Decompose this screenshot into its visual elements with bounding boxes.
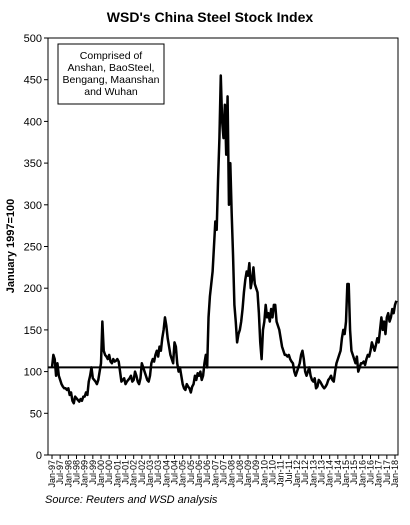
x-tick-label: Jan-11 (276, 460, 286, 487)
source: Source: Reuters and WSD analysis (45, 494, 218, 506)
x-tick-label: Jul-07 (219, 460, 229, 485)
x-tick-label: Jul-12 (300, 460, 310, 485)
y-tick-label: 50 (30, 408, 42, 420)
x-tick-label: Jan-18 (390, 460, 400, 488)
x-tick-label: Jan-97 (47, 460, 57, 488)
x-tick-label: Jul-14 (333, 460, 343, 485)
x-tick-label: Jul-01 (121, 460, 131, 485)
x-tick-label: Jul-06 (202, 460, 212, 485)
y-tick-label: 400 (24, 116, 42, 128)
x-tick-label: Jul-08 (235, 460, 245, 485)
x-tick-label: Jan-05 (178, 460, 188, 488)
x-tick-label: Jan-07 (210, 460, 220, 488)
x-tick-label: Jan-01 (112, 460, 122, 488)
x-tick-label: Jan-16 (357, 460, 367, 488)
x-tick-label: Jul-00 (104, 460, 114, 485)
x-tick-label: Jul-15 (349, 460, 359, 485)
x-tick-label: Jul-16 (366, 460, 376, 485)
x-tick-label: Jan-08 (227, 460, 237, 488)
x-tick-label: Jul-02 (137, 460, 147, 485)
y-tick-label: 100 (24, 367, 42, 379)
x-tick-label: Jan-00 (96, 460, 106, 488)
x-tick-label: Jul-97 (55, 460, 65, 485)
x-tick-label: Jan-98 (63, 460, 73, 488)
y-tick-label: 350 (24, 158, 42, 170)
y-tick-label: 150 (24, 325, 42, 337)
x-tick-label: Jul-11 (284, 460, 294, 484)
x-tick-label: Jul-17 (382, 460, 392, 485)
x-tick-label: Jan-03 (145, 460, 155, 488)
x-tick-label: Jan-02 (129, 460, 139, 488)
annotation-box (57, 43, 165, 105)
y-tick-label: 200 (24, 283, 42, 295)
x-tick-label: Jul-04 (170, 460, 180, 485)
annotation-text: Anshan, BaoSteel, (68, 62, 155, 74)
chart-title: WSD's China Steel Stock Index (107, 9, 314, 25)
y-tick-label: 0 (36, 450, 42, 462)
y-axis-label: January 1997=100 (5, 199, 17, 294)
y-tick-label: 300 (24, 200, 42, 212)
x-tick-label: Jul-10 (268, 460, 278, 485)
x-tick-label: Jan-04 (161, 460, 171, 488)
x-tick-label: Jan-12 (292, 460, 302, 488)
x-tick-label: Jul-03 (153, 460, 163, 485)
y-tick-label: 500 (24, 33, 42, 45)
x-tick-label: Jan-17 (374, 460, 384, 488)
x-tick-label: Jan-14 (325, 460, 335, 488)
x-tick-label: Jan-99 (80, 460, 90, 488)
y-tick-label: 250 (24, 242, 42, 254)
x-tick-label: Jul-05 (186, 460, 196, 485)
x-tick-label: Jan-10 (259, 460, 269, 488)
x-tick-label: Jan-15 (341, 460, 351, 488)
x-tick-label: Jul-13 (317, 460, 327, 485)
x-tick-label: Jul-98 (72, 460, 82, 485)
x-tick-label: Jul-99 (88, 460, 98, 485)
annotation-text: Bengang, Maanshan (63, 74, 160, 86)
x-tick-label: Jul-09 (251, 460, 261, 485)
annotation-text: Comprised of (80, 50, 143, 62)
annotation-text: and Wuhan (84, 86, 138, 98)
y-tick-label: 450 (24, 75, 42, 87)
x-tick-label: Jan-09 (243, 460, 253, 488)
x-tick-label: Jan-13 (308, 460, 318, 488)
x-tick-label: Jan-06 (194, 460, 204, 488)
data-line (50, 74, 398, 405)
